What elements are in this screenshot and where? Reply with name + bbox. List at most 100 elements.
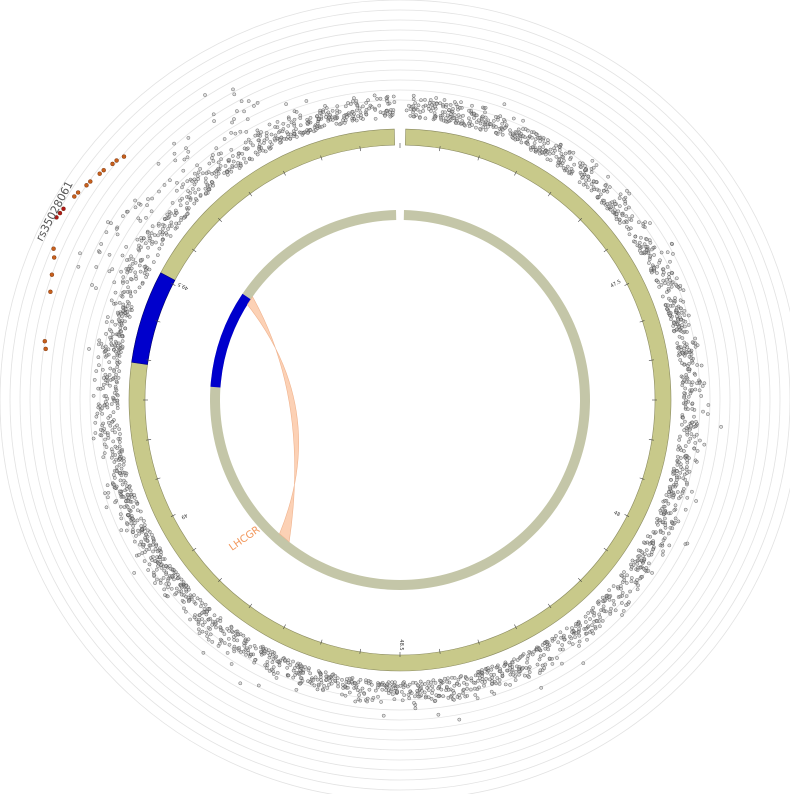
data-point: [119, 466, 124, 471]
data-point: [113, 301, 118, 306]
data-point: [423, 97, 427, 102]
data-point: [127, 496, 132, 501]
data-point: [661, 520, 666, 525]
data-point: [210, 171, 214, 176]
data-point: [99, 433, 104, 438]
data-point: [474, 125, 478, 130]
data-point: [160, 242, 164, 247]
data-point: [393, 680, 397, 685]
data-point: [269, 142, 274, 147]
data-point: [287, 117, 291, 121]
data-point: [607, 588, 612, 593]
data-point: [500, 671, 505, 676]
data-point: [490, 681, 494, 686]
data-point: [689, 356, 694, 360]
data-point: [275, 125, 280, 130]
data-point: [693, 341, 698, 346]
data-point: [684, 426, 689, 430]
data-point: [212, 119, 216, 123]
data-point: [598, 624, 602, 629]
data-point: [117, 313, 122, 318]
data-point: [449, 112, 453, 116]
data-point: [105, 315, 110, 319]
data-point: [101, 455, 106, 460]
data-point: [118, 432, 122, 436]
data-point: [675, 454, 680, 459]
data-point: [193, 190, 198, 195]
data-point: [687, 367, 691, 372]
data-point: [158, 578, 163, 583]
data-point: [682, 346, 687, 351]
data-point: [625, 225, 629, 229]
data-point: [185, 201, 189, 206]
data-point: [267, 669, 272, 673]
data-point: [611, 584, 616, 588]
data-point: [244, 147, 249, 152]
data-point: [360, 686, 365, 691]
data-point: [672, 471, 677, 475]
data-point: [483, 128, 488, 132]
data-point: [560, 661, 564, 666]
data-point: [369, 682, 374, 687]
data-point: [639, 558, 644, 563]
data-point: [227, 167, 232, 172]
data-point: [144, 268, 148, 273]
data-point: [455, 681, 460, 686]
data-point: [618, 594, 623, 599]
data-point: [346, 111, 351, 116]
data-point: [480, 674, 485, 678]
data-point: [546, 141, 550, 145]
data-point: [385, 108, 390, 113]
data-point: [647, 561, 651, 566]
data-point: [142, 526, 147, 530]
data-point: [129, 294, 133, 299]
scatter-points: [76, 87, 723, 722]
data-point: [232, 92, 237, 97]
data-point: [288, 136, 293, 141]
data-point: [162, 183, 167, 187]
data-point: [607, 185, 612, 189]
data-point: [260, 644, 265, 649]
data-point: [129, 305, 134, 309]
data-point: [367, 687, 372, 692]
data-point: [578, 161, 582, 165]
data-point: [142, 264, 147, 269]
data-point: [232, 644, 237, 649]
data-point: [478, 127, 482, 131]
data-point: [690, 401, 695, 406]
data-point: [620, 613, 624, 617]
data-point: [125, 299, 130, 304]
data-point: [573, 635, 577, 640]
data-point: [647, 257, 652, 262]
data-point: [316, 669, 321, 673]
data-point: [555, 656, 559, 660]
data-point: [639, 251, 644, 256]
data-point: [121, 495, 126, 499]
data-point: [135, 518, 140, 523]
data-point: [650, 571, 654, 575]
data-point: [356, 114, 360, 119]
data-point: [497, 682, 502, 686]
data-point: [102, 451, 107, 455]
data-point: [114, 227, 119, 231]
data-point: [660, 294, 665, 299]
data-point: [252, 660, 257, 665]
data-point: [197, 613, 202, 617]
data-point: [138, 269, 143, 274]
data-point: [689, 352, 694, 356]
data-point: [216, 160, 221, 165]
data-point: [565, 164, 570, 169]
data-point: [216, 644, 221, 648]
significant-point: [97, 171, 102, 176]
data-point: [680, 422, 684, 427]
data-point: [555, 163, 560, 168]
data-point: [100, 367, 105, 372]
data-point: [616, 586, 621, 591]
data-point: [675, 490, 680, 494]
data-point: [681, 476, 686, 481]
data-point: [156, 233, 160, 238]
data-point: [199, 604, 203, 609]
data-point: [174, 586, 179, 591]
data-point: [633, 580, 638, 585]
data-point: [103, 437, 107, 442]
